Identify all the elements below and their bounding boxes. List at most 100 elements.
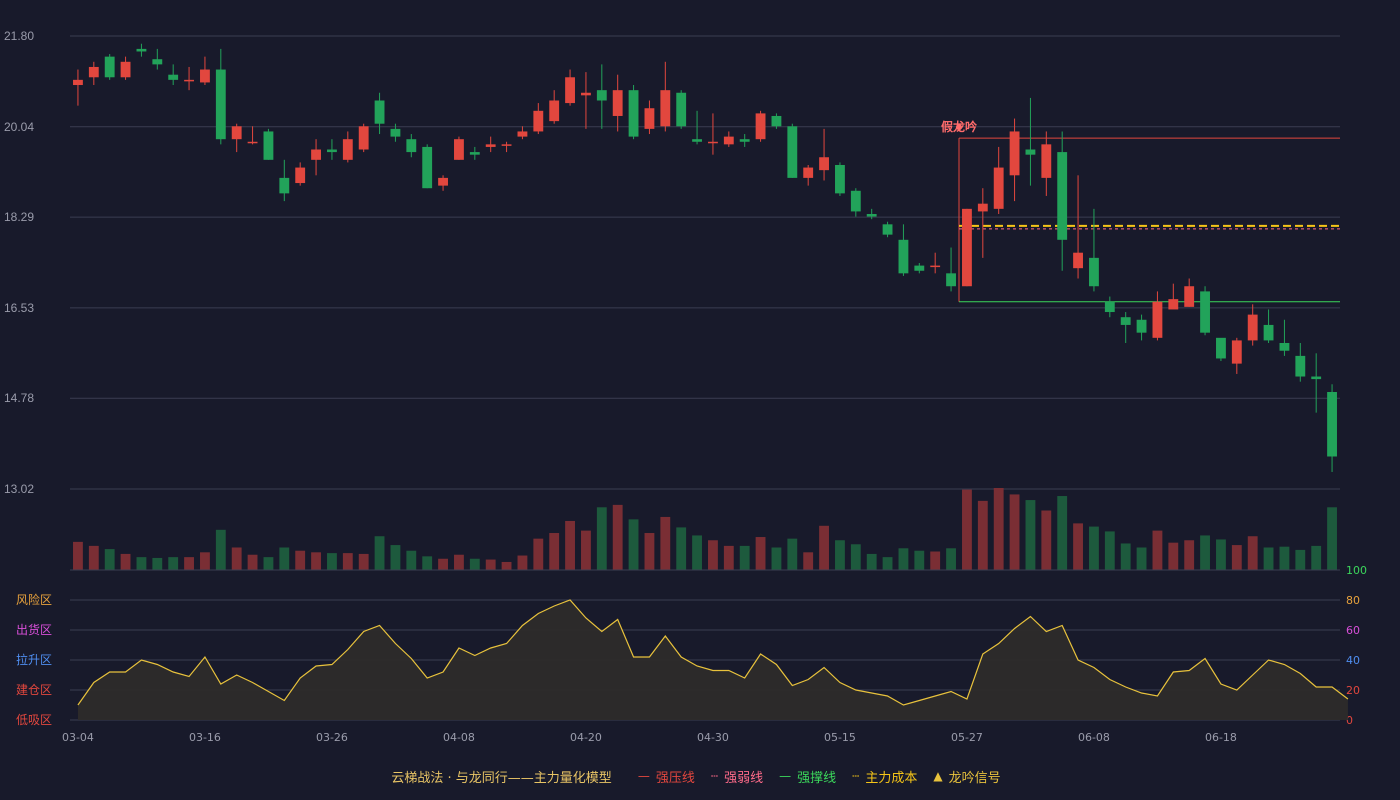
candle-body: [946, 273, 956, 287]
candle: [263, 128, 274, 160]
volume-bar: [1073, 523, 1083, 570]
x-tick-label: 04-20: [570, 731, 602, 744]
volume-bar: [358, 553, 369, 570]
price-tick-label: 21.80: [4, 29, 34, 43]
candle-body: [1152, 301, 1163, 338]
volume-bar: [422, 556, 433, 570]
strong-support-icon: —: [779, 769, 792, 783]
candle-body: [755, 113, 766, 140]
volume-bar: [104, 549, 115, 570]
candle-body: [168, 74, 179, 80]
candle-body: [835, 164, 845, 194]
candle-body: [1295, 355, 1306, 377]
legend-item-dragon-signal[interactable]: ▲ 龙吟信号: [933, 767, 1000, 786]
candle: [327, 139, 337, 160]
candle: [1073, 175, 1083, 279]
candle: [1152, 291, 1163, 341]
x-tick-label: 03-16: [189, 731, 221, 744]
candle-body: [962, 208, 972, 287]
candle-body: [898, 239, 909, 274]
candle: [501, 141, 512, 153]
candle: [612, 74, 623, 132]
candle: [771, 113, 782, 129]
volume-bar: [866, 553, 877, 570]
candle: [438, 175, 448, 191]
strength-line-icon: ┄: [710, 769, 719, 783]
candle: [200, 56, 210, 86]
volume-bar: [1089, 526, 1099, 570]
x-tick-label: 03-04: [62, 731, 94, 744]
volume-bar: [850, 544, 861, 570]
candle-body: [1089, 257, 1099, 287]
candle: [73, 69, 83, 106]
volume-bar: [1247, 536, 1258, 570]
candle: [1104, 296, 1115, 318]
volume-bar: [390, 545, 401, 570]
candle-body: [628, 90, 639, 137]
legend-item-strong-resistance[interactable]: — 强压线: [638, 767, 695, 786]
candle-body: [295, 167, 306, 184]
legend: 云梯战法 · 与龙同行——主力量化模型 — 强压线 ┄ 强弱线 — 强撑线 ┄ …: [0, 764, 1400, 788]
volume-bar: [374, 536, 385, 570]
candle: [739, 134, 750, 147]
volume-bar: [485, 559, 496, 570]
candle: [977, 188, 988, 258]
zone-label: 低吸区: [16, 713, 52, 727]
main-cost-icon: ┄: [852, 769, 860, 783]
volume-bar: [342, 553, 353, 570]
candle: [231, 123, 242, 153]
zone-label: 风险区: [16, 592, 52, 607]
candle: [88, 61, 99, 86]
candle-body: [406, 139, 417, 153]
candle-body: [596, 90, 607, 101]
candle-body: [501, 144, 512, 146]
volume-bar: [406, 550, 417, 570]
candle: [1327, 384, 1337, 472]
candle: [279, 159, 290, 202]
volume-bars: [73, 488, 1337, 570]
volume-bar: [295, 550, 306, 570]
candle-body: [771, 115, 782, 127]
candle-body: [739, 139, 750, 142]
dragon-signal-icon: ▲: [933, 769, 943, 783]
x-tick-label: 04-08: [443, 731, 475, 744]
candle: [1216, 337, 1226, 362]
candle: [755, 110, 766, 142]
legend-item-main-cost[interactable]: ┄ 主力成本: [852, 767, 917, 786]
volume-bar: [628, 519, 639, 570]
volume-bar: [1311, 545, 1322, 570]
candle-body: [549, 100, 560, 122]
volume-bar: [1184, 540, 1195, 570]
oscillator-tick-label: 60: [1346, 624, 1360, 637]
candle-body: [342, 139, 353, 160]
candle-body: [454, 139, 464, 160]
candle: [295, 162, 306, 186]
candle: [1311, 353, 1322, 413]
volume-bar: [533, 538, 544, 570]
candle: [1247, 304, 1258, 346]
candle: [247, 126, 258, 145]
candle: [708, 113, 718, 155]
candle-body: [184, 79, 194, 82]
candle: [946, 247, 956, 292]
legend-item-strength-line[interactable]: ┄ 强弱线: [711, 767, 763, 786]
signal-marker: [956, 124, 962, 131]
candle-body: [866, 214, 877, 217]
x-tick-label: 06-08: [1078, 731, 1110, 744]
legend-item-strong-support[interactable]: — 强撑线: [779, 767, 836, 786]
candle: [469, 146, 480, 160]
candle: [1184, 278, 1195, 307]
candle-body: [1247, 314, 1258, 341]
volume-bar: [596, 507, 607, 570]
candle: [676, 90, 687, 129]
candle: [485, 136, 496, 153]
candle: [692, 110, 702, 145]
volume-bar: [914, 550, 925, 570]
volume-bar: [708, 540, 718, 570]
x-tick-label: 06-18: [1205, 731, 1237, 744]
candle: [184, 66, 194, 91]
candle-body: [819, 157, 829, 171]
volume-bar: [898, 548, 909, 570]
legend-label: 龙吟信号: [948, 770, 1001, 786]
candle-body: [1057, 152, 1068, 240]
